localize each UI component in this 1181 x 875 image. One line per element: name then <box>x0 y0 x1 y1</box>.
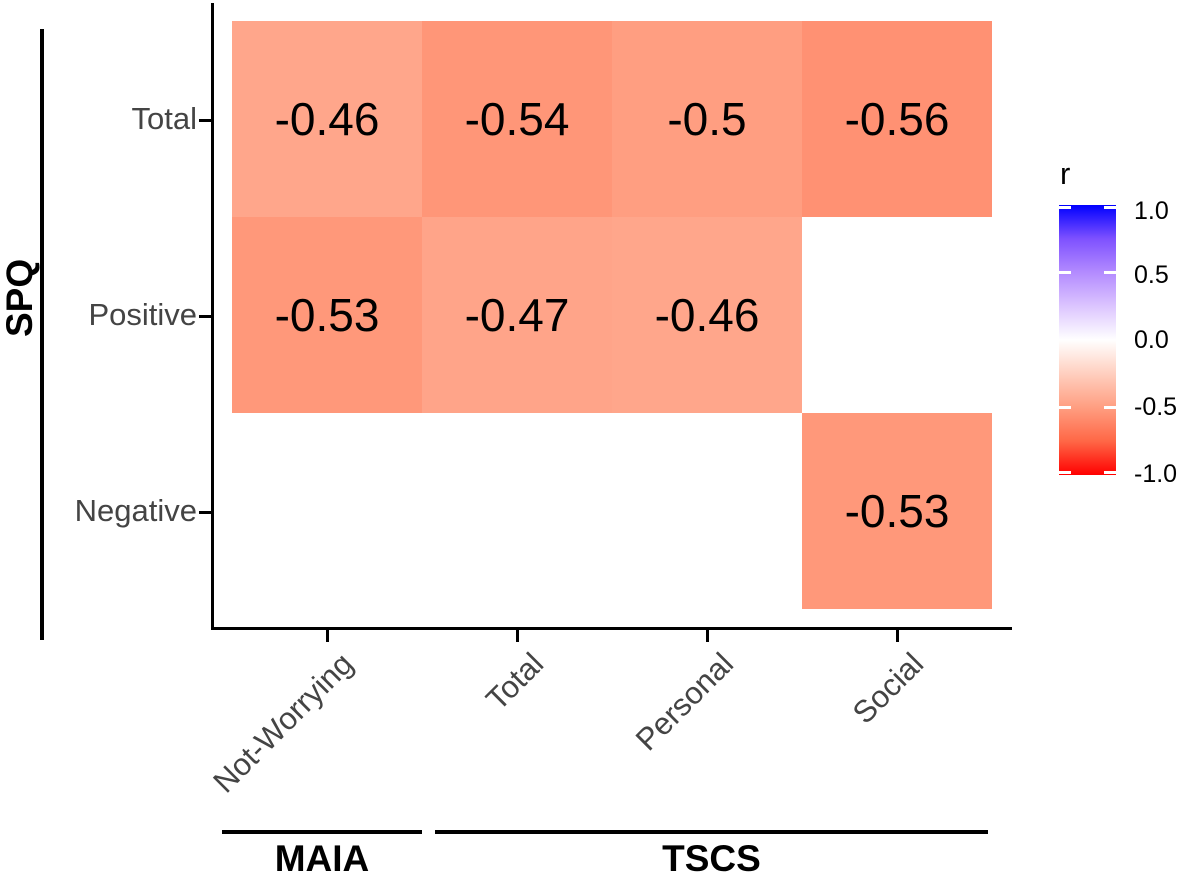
cell-value: -0.56 <box>844 93 950 145</box>
colorbar-tick <box>1104 271 1116 274</box>
y-tick-label-positive: Positive <box>88 297 197 332</box>
cell-value: -0.53 <box>274 289 380 341</box>
heatmap-cell-negative-social: -0.53 <box>802 413 992 609</box>
y-tick-label-total: Total <box>131 101 197 136</box>
heatmap-cell-total-notworrying: -0.46 <box>232 21 422 217</box>
y-tick-mark <box>199 511 212 514</box>
cell-value: -0.46 <box>654 289 760 341</box>
y-tick-mark <box>199 315 212 318</box>
heatmap-cell-total-personal: -0.5 <box>612 21 802 217</box>
colorbar-tick <box>1059 271 1071 274</box>
x-tick-label-personal: Personal <box>628 646 740 758</box>
colorbar-tick <box>1104 406 1116 409</box>
x-tick-label-social: Social <box>845 646 930 731</box>
x-axis-line <box>211 627 1012 630</box>
colorbar-tick-label: 0.0 <box>1134 326 1169 354</box>
x-tick-mark <box>326 630 329 642</box>
group-label-tscs: TSCS <box>662 838 761 875</box>
group-underline-maia <box>222 830 422 834</box>
y-tick-label-negative: Negative <box>74 493 197 528</box>
colorbar-tick-label: -1.0 <box>1134 460 1178 488</box>
colorbar-tick <box>1059 406 1071 409</box>
colorbar-tick <box>1104 471 1116 474</box>
cell-value: -0.53 <box>844 485 950 537</box>
colorbar-tick <box>1059 206 1071 209</box>
x-tick-label-not-worrying: Not-Worrying <box>206 646 360 800</box>
y-axis-line <box>211 3 214 629</box>
y-tick-mark <box>199 119 212 122</box>
colorbar-tick-label: -0.5 <box>1134 393 1178 421</box>
cell-value: -0.54 <box>464 93 570 145</box>
group-label-maia: MAIA <box>274 838 370 875</box>
heatmap-cell-total-social: -0.56 <box>802 21 992 217</box>
x-tick-mark <box>896 630 899 642</box>
colorbar-tick-label: 1.0 <box>1134 197 1169 225</box>
group-underline-tscs <box>435 830 988 834</box>
heatmap-cell-positive-total: -0.47 <box>422 217 612 413</box>
heatmap-cell-positive-notworrying: -0.53 <box>232 217 422 413</box>
colorbar-tick <box>1104 206 1116 209</box>
cell-value: -0.47 <box>464 289 570 341</box>
x-tick-label-total: Total <box>478 646 550 718</box>
colorbar-gradient <box>1059 205 1116 475</box>
cell-value: -0.5 <box>667 93 747 145</box>
y-axis-group-bracket <box>40 29 44 640</box>
colorbar-tick <box>1059 471 1071 474</box>
x-tick-mark <box>706 630 709 642</box>
legend-title: r <box>1060 156 1071 191</box>
heatmap-cell-total-total: -0.54 <box>422 21 612 217</box>
x-tick-mark <box>516 630 519 642</box>
cell-value: -0.46 <box>274 93 380 145</box>
heatmap-cell-positive-personal: -0.46 <box>612 217 802 413</box>
colorbar-tick-label: 0.5 <box>1134 261 1169 289</box>
